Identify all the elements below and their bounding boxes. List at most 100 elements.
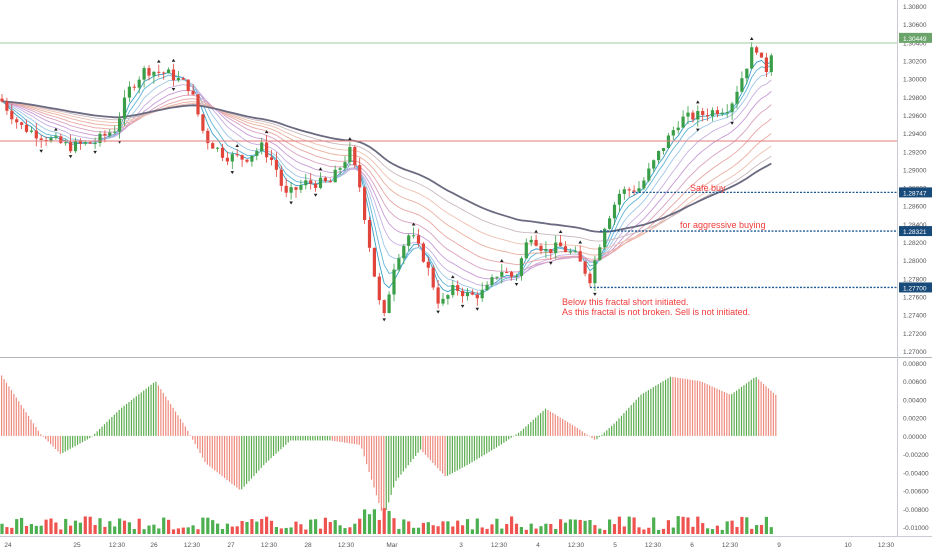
candle[interactable] [176,70,180,83]
candle[interactable] [147,65,151,81]
candle[interactable] [333,165,337,183]
candle[interactable] [142,65,146,88]
candle[interactable] [456,280,460,296]
candle[interactable] [710,107,715,122]
candle[interactable] [348,142,352,166]
candle[interactable] [608,215,612,230]
candle[interactable] [328,178,332,183]
candle[interactable] [69,134,73,154]
candle[interactable] [412,227,416,239]
candle[interactable] [598,244,602,261]
candle[interactable] [563,241,568,253]
candle[interactable] [59,133,63,145]
candle[interactable] [701,107,705,122]
candle[interactable] [622,186,626,200]
candle[interactable] [715,106,719,118]
candle[interactable] [54,132,58,140]
candle[interactable] [407,233,411,252]
candle[interactable] [632,185,636,196]
candle[interactable] [421,241,425,263]
candle[interactable] [436,279,440,309]
candle[interactable] [416,228,421,247]
candle[interactable] [245,159,249,164]
candle[interactable] [137,76,141,94]
candle[interactable] [661,148,666,155]
time-axis[interactable]: 24 25 12:30 26 12:30 27 12:30 28 12:30 Mar 3 12:30 4… [4,542,894,549]
candle[interactable] [544,241,548,258]
candle[interactable] [686,106,690,125]
oscillator-axis[interactable]: 0.00800 0.00600 0.00400 0.00200 0.00000 -0.00… [903,361,929,532]
candle[interactable] [706,108,710,121]
candle[interactable] [367,216,372,252]
candle[interactable] [225,151,229,166]
candle[interactable] [73,137,78,154]
candle[interactable] [514,273,519,281]
candle[interactable] [720,108,724,117]
candle[interactable] [250,155,254,167]
candle[interactable] [627,187,631,197]
candle[interactable] [647,162,651,183]
candle[interactable] [740,71,744,93]
candle[interactable] [642,177,646,191]
candle[interactable] [235,148,239,158]
candle[interactable] [358,157,362,193]
candle[interactable] [294,186,298,198]
candle[interactable] [211,141,215,149]
candle[interactable] [402,244,406,265]
candle[interactable] [475,291,479,306]
candle[interactable] [465,288,470,301]
candle[interactable] [730,101,734,120]
candle[interactable] [568,248,572,255]
candle[interactable] [20,121,24,129]
candle[interactable] [510,270,514,281]
candle[interactable] [108,129,112,138]
candle[interactable] [240,154,244,167]
candle[interactable] [265,135,269,163]
candle[interactable] [392,263,396,302]
candle[interactable] [64,139,68,146]
candle[interactable] [583,260,587,277]
candle[interactable] [5,97,9,115]
candle[interactable] [29,126,33,134]
candle[interactable] [764,52,768,77]
candle[interactable] [397,253,401,272]
candle[interactable] [323,176,327,183]
candle[interactable] [191,84,195,96]
candle[interactable] [181,76,185,80]
candle[interactable] [343,156,347,171]
candle[interactable] [314,180,318,192]
candle[interactable] [113,125,117,134]
candle[interactable] [201,113,205,134]
candle[interactable] [382,299,386,317]
candle[interactable] [230,151,234,170]
candle[interactable] [171,63,176,86]
candle[interactable] [554,235,558,260]
candle[interactable] [549,248,553,260]
candle[interactable] [500,264,504,284]
candle[interactable] [216,147,220,152]
candle[interactable] [167,67,171,74]
price-axis[interactable]: 1.30800 1.30600 1.30400 1.30200 1.30000 1.298… [899,4,932,356]
candle[interactable] [152,71,156,84]
candle[interactable] [279,165,283,192]
candle[interactable] [691,110,695,123]
candle[interactable] [485,281,489,291]
candle[interactable] [363,186,367,224]
candle[interactable] [269,149,274,166]
candle[interactable] [387,291,391,314]
candle[interactable] [735,85,739,109]
candle[interactable] [750,41,754,69]
candle[interactable] [657,150,661,164]
candle[interactable] [255,147,259,161]
candle[interactable] [284,178,288,198]
candle[interactable] [745,68,749,85]
candle[interactable] [505,267,509,274]
candle[interactable] [652,159,656,173]
candle[interactable] [588,271,592,288]
candle[interactable] [186,79,190,96]
candle[interactable] [524,238,528,260]
candle[interactable] [431,264,435,291]
candle[interactable] [338,166,342,176]
candle[interactable] [206,128,210,150]
